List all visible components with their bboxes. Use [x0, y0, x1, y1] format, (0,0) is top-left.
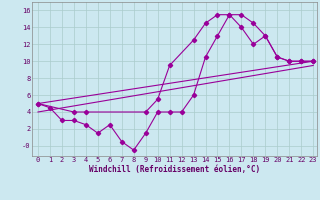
- X-axis label: Windchill (Refroidissement éolien,°C): Windchill (Refroidissement éolien,°C): [89, 165, 260, 174]
